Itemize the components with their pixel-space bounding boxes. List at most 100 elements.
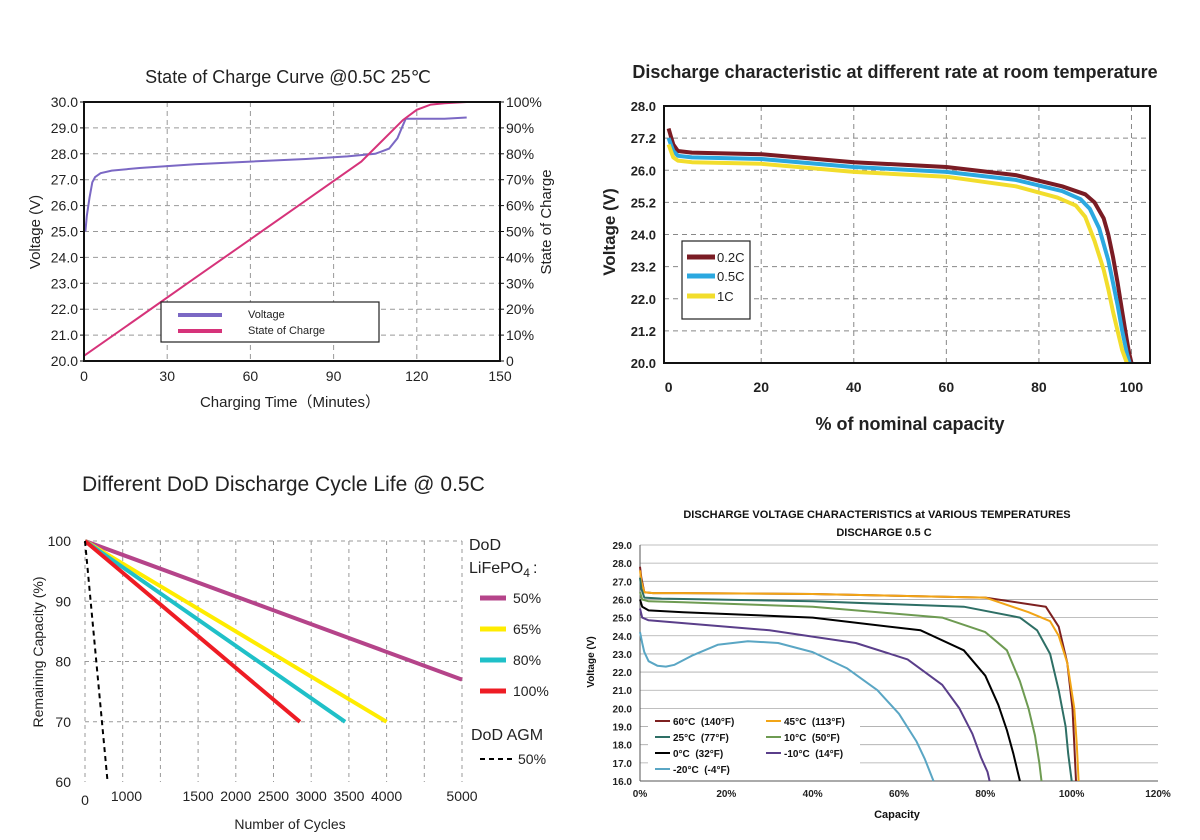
temp-y-tick-label: 24.0 [613, 632, 633, 643]
soc-legend-box [160, 301, 380, 343]
dod-y-tick-label: 90 [55, 593, 71, 609]
temp-x-tick-label: 120% [1145, 789, 1171, 800]
dod-x-tick-label: 5000 [446, 788, 477, 804]
temp-x-tick-label: 20% [716, 789, 736, 800]
rate-y-tick-label: 24.0 [631, 228, 656, 243]
soc-x-tick-label: 150 [488, 368, 512, 384]
rate-legend-label-1c: 1C [717, 289, 734, 304]
dod-legend-title-lfp-chem: LiFePO4: [469, 560, 537, 580]
temp-legend: 60°C (140°F) 45°C (113°F) 25°C (77°F) 10… [648, 712, 860, 776]
soc-legend: Voltage State of Charge [160, 301, 380, 343]
soc-x-tick-label: 90 [326, 368, 342, 384]
dod-y-axis-label: Remaining Capacity (%) [30, 577, 46, 728]
soc-x-tick-label: 30 [159, 368, 175, 384]
rate-x-tick-label: 80 [1031, 379, 1047, 395]
dod-y-tick-labels: 60 70 80 90 100 [48, 533, 72, 790]
soc-y2-tick-label: 100% [506, 94, 542, 110]
soc-chart: State of Charge Curve @0.5C 25℃ 20.0 21.0… [27, 67, 555, 411]
soc-y2-tick-label: 40% [506, 249, 534, 265]
temp-chart-title: DISCHARGE VOLTAGE CHARACTERISTICS at VAR… [683, 509, 1070, 521]
soc-legend-label-voltage: Voltage [248, 309, 285, 321]
temp-y-tick-label: 22.0 [613, 668, 633, 679]
temp-series-10-c-14-f [639, 608, 991, 782]
soc-y2-tick-label: 80% [506, 146, 534, 162]
soc-y-tick-label: 24.0 [51, 249, 78, 265]
rate-series-0-2c [666, 127, 1134, 364]
temp-chart-subtitle: DISCHARGE 0.5 C [836, 527, 931, 539]
temp-y-tick-label: 18.0 [613, 741, 633, 752]
rate-series [666, 127, 1134, 364]
dod-legend-chem-sub: 4 [523, 566, 530, 580]
rate-x-tick-label: 0 [665, 379, 673, 395]
rate-y-axis-label: Voltage (V) [600, 188, 619, 276]
temp-x-tick-label: 0% [633, 789, 648, 800]
soc-y-tick-label: 28.0 [51, 146, 78, 162]
temp-y-tick-label: 16.0 [613, 777, 633, 788]
soc-y-axis-label: Voltage (V) [27, 195, 44, 269]
rate-y-tick-label: 27.2 [631, 131, 656, 146]
temp-x-axis-label: Capacity [874, 809, 921, 821]
temp-y-tick-label: 17.0 [613, 759, 633, 770]
dod-chart-title: Different DoD Discharge Cycle Life @ 0.5C [82, 473, 485, 496]
dod-series [83, 539, 463, 783]
rate-grid [664, 106, 1150, 363]
temp-legend-label-m10c: -10°C (14°F) [784, 749, 843, 760]
dod-legend-label-100: 100% [513, 683, 549, 699]
rate-plot-frame [663, 105, 1151, 364]
soc-y2-tick-label: 10% [506, 327, 534, 343]
dod-series-lfp-50 [84, 539, 463, 682]
temp-x-tick-label: 40% [803, 789, 823, 800]
soc-y-tick-labels: 20.0 21.0 22.0 23.0 24.0 25.0 26.0 27.0 28.0 29.0… [51, 94, 84, 369]
dod-grid [84, 540, 463, 782]
temp-y-tick-label: 21.0 [613, 686, 633, 697]
rate-chart: Discharge characteristic at different ra… [600, 62, 1158, 434]
temp-y-tick-label: 26.0 [613, 595, 633, 606]
dod-series-lfp-65 [83, 539, 388, 724]
soc-y-tick-label: 29.0 [51, 120, 78, 136]
soc-series-voltage [84, 116, 467, 232]
dod-x-tick-label: 1000 [111, 788, 142, 804]
rate-series-1c [666, 143, 1129, 364]
dod-series-lfp-80 [83, 539, 347, 724]
soc-y2-tick-label: 60% [506, 198, 534, 214]
dod-legend-chem-colon: : [533, 560, 537, 577]
rate-chart-title: Discharge characteristic at different ra… [632, 62, 1157, 82]
rate-x-tick-label: 20 [753, 379, 769, 395]
temp-y-tick-label: 19.0 [613, 723, 633, 734]
temp-y-tick-label: 23.0 [613, 650, 633, 661]
temp-y-tick-label: 29.0 [613, 541, 633, 552]
temp-x-tick-labels: 0% 20% 40% 60% 80% 100% 120% [633, 789, 1171, 800]
soc-y-tick-label: 26.0 [51, 198, 78, 214]
dod-series-agm-50 [84, 540, 109, 783]
dod-x-tick-label: 1500 [183, 788, 214, 804]
dod-x-tick-label: 3500 [333, 788, 364, 804]
dod-legend-title-agm: DoD AGM [471, 727, 543, 744]
temp-legend-bg [648, 712, 860, 776]
rate-legend-label-05c: 0.5C [717, 269, 744, 284]
soc-y2-tick-label: 0 [506, 353, 514, 369]
temp-x-tick-label: 60% [889, 789, 909, 800]
soc-series [83, 101, 467, 357]
dod-x-tick-label: 4000 [371, 788, 402, 804]
temp-y-tick-label: 25.0 [613, 614, 633, 625]
soc-y2-tick-label: 30% [506, 275, 534, 291]
dod-x-tick-labels: 0 1000 1500 2000 2500 3000 3500 4000 5000 [81, 788, 478, 808]
temp-chart: DISCHARGE VOLTAGE CHARACTERISTICS at VAR… [586, 509, 1171, 821]
temp-legend-label-10c: 10°C (50°F) [784, 733, 840, 744]
dod-y-tick-label: 80 [55, 654, 71, 670]
temp-y-tick-label: 28.0 [613, 559, 633, 570]
temp-legend-label-25c: 25°C (77°F) [673, 733, 729, 744]
temp-series-45-c-113-f [639, 570, 1080, 782]
rate-legend-box [681, 240, 751, 320]
dod-x-axis-label: Number of Cycles [234, 816, 345, 832]
dod-y-tick-label: 100 [48, 533, 72, 549]
soc-y2-tick-label: 90% [506, 120, 534, 136]
temp-series-20-c-4-f [639, 631, 935, 782]
rate-y-tick-label: 25.2 [631, 195, 656, 210]
soc-y-tick-label: 20.0 [51, 353, 78, 369]
rate-y-tick-labels: 20.0 21.2 22.0 23.2 24.0 25.2 26.0 27.2 28.0 [631, 99, 656, 371]
temp-y-tick-label: 20.0 [613, 704, 633, 715]
dod-chart: Different DoD Discharge Cycle Life @ 0.5C… [30, 473, 549, 832]
dod-legend: DoD LiFePO4: 50% 65% 80% 100% DoD AGM 50… [469, 537, 549, 767]
temp-x-tick-label: 80% [975, 789, 995, 800]
